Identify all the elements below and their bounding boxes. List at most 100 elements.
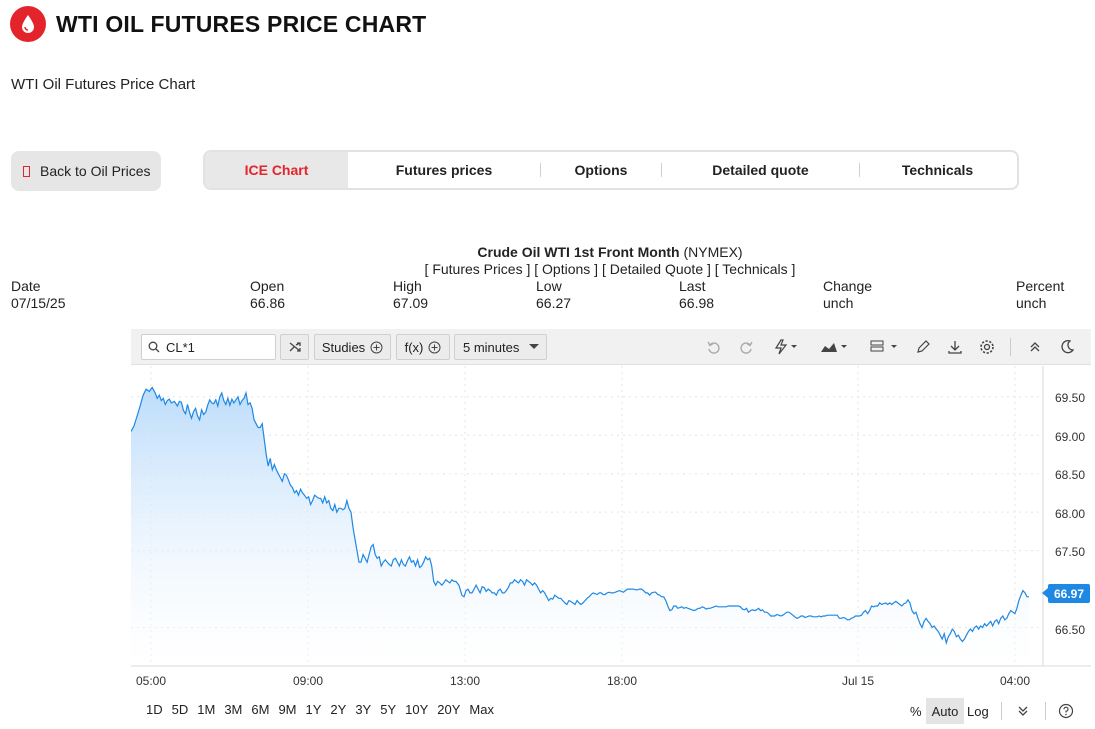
tab-options[interactable]: Options (574, 162, 628, 178)
stat-label: Change (823, 278, 873, 294)
range-1d[interactable]: 1D (146, 702, 163, 717)
x-tick-label: 04:00 (1000, 674, 1031, 688)
help-icon[interactable] (1058, 698, 1074, 724)
price-area (131, 387, 1029, 666)
stat-change: Change unch (823, 278, 872, 312)
range-1y[interactable]: 1Y (305, 702, 322, 717)
tab-separator (540, 163, 541, 177)
oil-drop-icon (10, 6, 46, 42)
stat-last: Last 66.98 (679, 278, 714, 312)
stat-value: 66.86 (250, 295, 286, 311)
chart-type-dropdown[interactable] (816, 336, 852, 358)
lightning-icon (774, 339, 797, 355)
scale-percent[interactable]: % (910, 703, 922, 719)
y-tick-label: 67.50 (1055, 545, 1086, 559)
range-3y[interactable]: 3Y (355, 702, 372, 717)
compare-button[interactable] (280, 334, 309, 360)
range-10y[interactable]: 10Y (405, 702, 429, 717)
stat-label: Open (250, 278, 285, 294)
scale-divider (1045, 702, 1046, 720)
instrument-name: Crude Oil WTI 1st Front Month (477, 244, 680, 260)
stat-value: 66.27 (536, 295, 572, 311)
display-dropdown[interactable] (866, 336, 902, 358)
collapse-up-icon[interactable] (1024, 336, 1046, 358)
add-circle-icon (370, 341, 383, 353)
instrument-title: Crude Oil WTI 1st Front Month (NYMEX) (0, 244, 1095, 260)
instrument-links[interactable]: [ Futures Prices ] [ Options ] [ Detaile… (424, 261, 796, 277)
symbol-search[interactable] (141, 334, 276, 360)
tab-detailed-quote[interactable]: Detailed quote (712, 162, 809, 178)
scale-divider (1001, 702, 1002, 720)
settings-gear-icon[interactable] (976, 336, 998, 358)
y-tick-label: 69.00 (1055, 430, 1086, 444)
stat-label: Percent (1016, 278, 1065, 294)
range-9m[interactable]: 9M (278, 702, 297, 717)
stat-value: unch (823, 295, 854, 311)
y-tick-label: 68.00 (1055, 507, 1086, 521)
stat-date: Date 07/15/25 (11, 278, 66, 312)
interval-label: 5 minutes (463, 339, 520, 355)
undo-icon[interactable] (703, 336, 725, 358)
y-tick-label: 68.50 (1055, 468, 1086, 482)
collapse-down-icon[interactable] (1017, 698, 1029, 724)
redo-icon[interactable] (735, 336, 757, 358)
stat-low: Low 66.27 (536, 278, 571, 312)
chart-toolbar: Studies f(x) 5 minutes (131, 329, 1091, 365)
pencil-icon[interactable] (912, 336, 934, 358)
page-header: WTI OIL FUTURES PRICE CHART (10, 6, 426, 42)
price-chart[interactable] (131, 366, 1091, 692)
add-circle-icon (428, 341, 441, 353)
fx-label: f(x) (404, 339, 424, 355)
stat-value: 67.09 (393, 295, 429, 311)
shuffle-icon (289, 342, 301, 352)
stat-label: Low (536, 278, 562, 294)
symbol-input[interactable] (166, 339, 266, 355)
price-line (131, 386, 1029, 646)
y-tick-label: 66.50 (1055, 623, 1086, 637)
range-6m[interactable]: 6M (251, 702, 270, 717)
stat-label: Last (679, 278, 706, 294)
x-tick-label: Jul 15 (842, 674, 875, 688)
stat-value: unch (1016, 295, 1047, 311)
function-button[interactable]: f(x) (396, 334, 450, 360)
back-to-oil-prices-button[interactable]: Back to Oil Prices (11, 151, 161, 191)
page-subtitle: WTI Oil Futures Price Chart (11, 76, 196, 93)
tab-separator (859, 163, 860, 177)
range-20y[interactable]: 20Y (437, 702, 461, 717)
stat-high: High 67.09 (393, 278, 428, 312)
stat-value: 66.98 (679, 295, 715, 311)
range-max[interactable]: Max (469, 702, 494, 717)
stat-label: High (393, 278, 422, 294)
last-price-tag: 66.97 (1042, 584, 1090, 603)
page-title: WTI OIL FUTURES PRICE CHART (56, 10, 427, 37)
toolbar-divider (1010, 338, 1011, 356)
range-1m[interactable]: 1M (197, 702, 216, 717)
studies-button[interactable]: Studies (314, 334, 391, 360)
caret-down-icon (529, 344, 540, 349)
stat-label: Date (11, 278, 41, 294)
dark-mode-moon-icon[interactable] (1056, 336, 1078, 358)
range-2y[interactable]: 2Y (330, 702, 347, 717)
x-tick-label: 09:00 (293, 674, 324, 688)
x-tick-label: 13:00 (450, 674, 481, 688)
range-5y[interactable]: 5Y (380, 702, 397, 717)
scale-auto[interactable]: Auto (926, 698, 964, 724)
back-glyph-icon (23, 165, 30, 177)
tab-separator (661, 163, 662, 177)
area-chart-icon (821, 343, 847, 352)
stat-percent: Percent unch (1016, 278, 1064, 312)
search-icon (148, 341, 160, 353)
tab-ice-chart[interactable]: ICE Chart (205, 152, 348, 188)
tab-futures-prices[interactable]: Futures prices (395, 162, 493, 178)
range-3m[interactable]: 3M (224, 702, 243, 717)
layout-icon (870, 340, 897, 352)
range-5d[interactable]: 5D (171, 702, 189, 717)
events-dropdown[interactable] (769, 336, 803, 358)
tab-technicals[interactable]: Technicals (901, 162, 974, 178)
x-tick-label: 05:00 (136, 674, 167, 688)
interval-select[interactable]: 5 minutes (454, 334, 547, 360)
scale-log[interactable]: Log (967, 703, 989, 719)
x-tick-label: 18:00 (607, 674, 638, 688)
studies-label: Studies (321, 339, 366, 355)
download-icon[interactable] (944, 336, 966, 358)
